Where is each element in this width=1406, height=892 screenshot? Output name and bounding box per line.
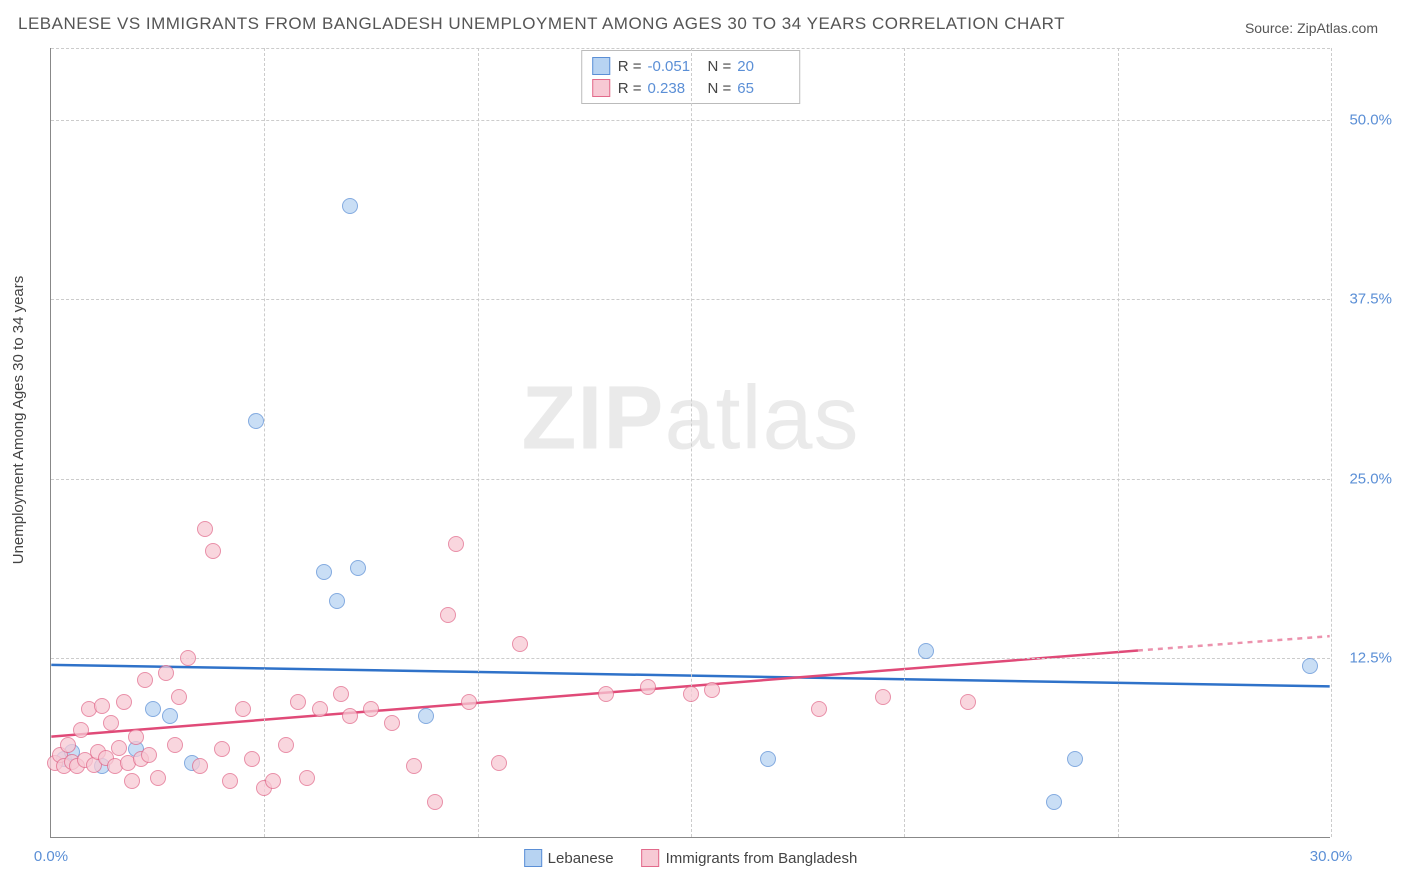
series-legend-item: Lebanese [524,849,614,867]
data-point [141,747,157,763]
y-tick-label: 12.5% [1349,650,1392,667]
y-tick-label: 25.0% [1349,470,1392,487]
legend-n-value: 65 [737,80,789,97]
gridline-v [264,48,265,837]
data-point [205,543,221,559]
source-attribution: Source: ZipAtlas.com [1245,20,1378,36]
series-legend-item: Immigrants from Bangladesh [642,849,858,867]
data-point [491,755,507,771]
data-point [333,686,349,702]
data-point [960,694,976,710]
data-point [760,751,776,767]
data-point [73,722,89,738]
data-point [60,737,76,753]
data-point [299,770,315,786]
data-point [103,715,119,731]
gridline-v [1118,48,1119,837]
x-tick-label: 0.0% [34,848,68,865]
data-point [316,564,332,580]
data-point [235,701,251,717]
data-point [171,689,187,705]
data-point [150,770,166,786]
data-point [704,682,720,698]
data-point [342,708,358,724]
gridline-v [691,48,692,837]
x-tick-label: 30.0% [1310,848,1353,865]
gridline-v [904,48,905,837]
data-point [461,694,477,710]
data-point [1067,751,1083,767]
data-point [406,758,422,774]
data-point [342,198,358,214]
data-point [197,521,213,537]
trend-line-extension [1138,636,1330,650]
legend-n-label: N = [708,80,732,97]
gridline-v [478,48,479,837]
chart-title: LEBANESE VS IMMIGRANTS FROM BANGLADESH U… [18,14,1065,34]
data-point [1302,658,1318,674]
data-point [350,560,366,576]
data-point [640,679,656,695]
y-tick-label: 37.5% [1349,291,1392,308]
data-point [137,672,153,688]
data-point [427,794,443,810]
trend-line [51,651,1138,737]
gridline-v [1331,48,1332,837]
data-point [145,701,161,717]
data-point [162,708,178,724]
y-tick-label: 50.0% [1349,111,1392,128]
legend-label: Immigrants from Bangladesh [666,850,858,867]
data-point [116,694,132,710]
legend-swatch [524,849,542,867]
legend-swatch [642,849,660,867]
data-point [512,636,528,652]
data-point [811,701,827,717]
data-point [180,650,196,666]
data-point [214,741,230,757]
data-point [248,413,264,429]
legend-r-label: R = [618,58,642,75]
plot-area: ZIPatlas R =-0.051N =20R =0.238N =65 Leb… [50,48,1330,838]
data-point [440,607,456,623]
data-point [918,643,934,659]
data-point [418,708,434,724]
y-axis-label: Unemployment Among Ages 30 to 34 years [10,276,27,565]
legend-swatch [592,57,610,75]
data-point [363,701,379,717]
legend-n-value: 20 [737,58,789,75]
legend-label: Lebanese [548,850,614,867]
data-point [192,758,208,774]
data-point [448,536,464,552]
legend-swatch [592,79,610,97]
data-point [167,737,183,753]
legend-n-label: N = [708,58,732,75]
data-point [222,773,238,789]
data-point [875,689,891,705]
data-point [244,751,260,767]
data-point [683,686,699,702]
data-point [128,729,144,745]
data-point [278,737,294,753]
data-point [598,686,614,702]
data-point [329,593,345,609]
series-legend: Lebanese Immigrants from Bangladesh [524,849,858,867]
data-point [265,773,281,789]
data-point [384,715,400,731]
data-point [158,665,174,681]
data-point [111,740,127,756]
data-point [1046,794,1062,810]
data-point [94,698,110,714]
legend-r-label: R = [618,80,642,97]
data-point [124,773,140,789]
data-point [290,694,306,710]
data-point [312,701,328,717]
